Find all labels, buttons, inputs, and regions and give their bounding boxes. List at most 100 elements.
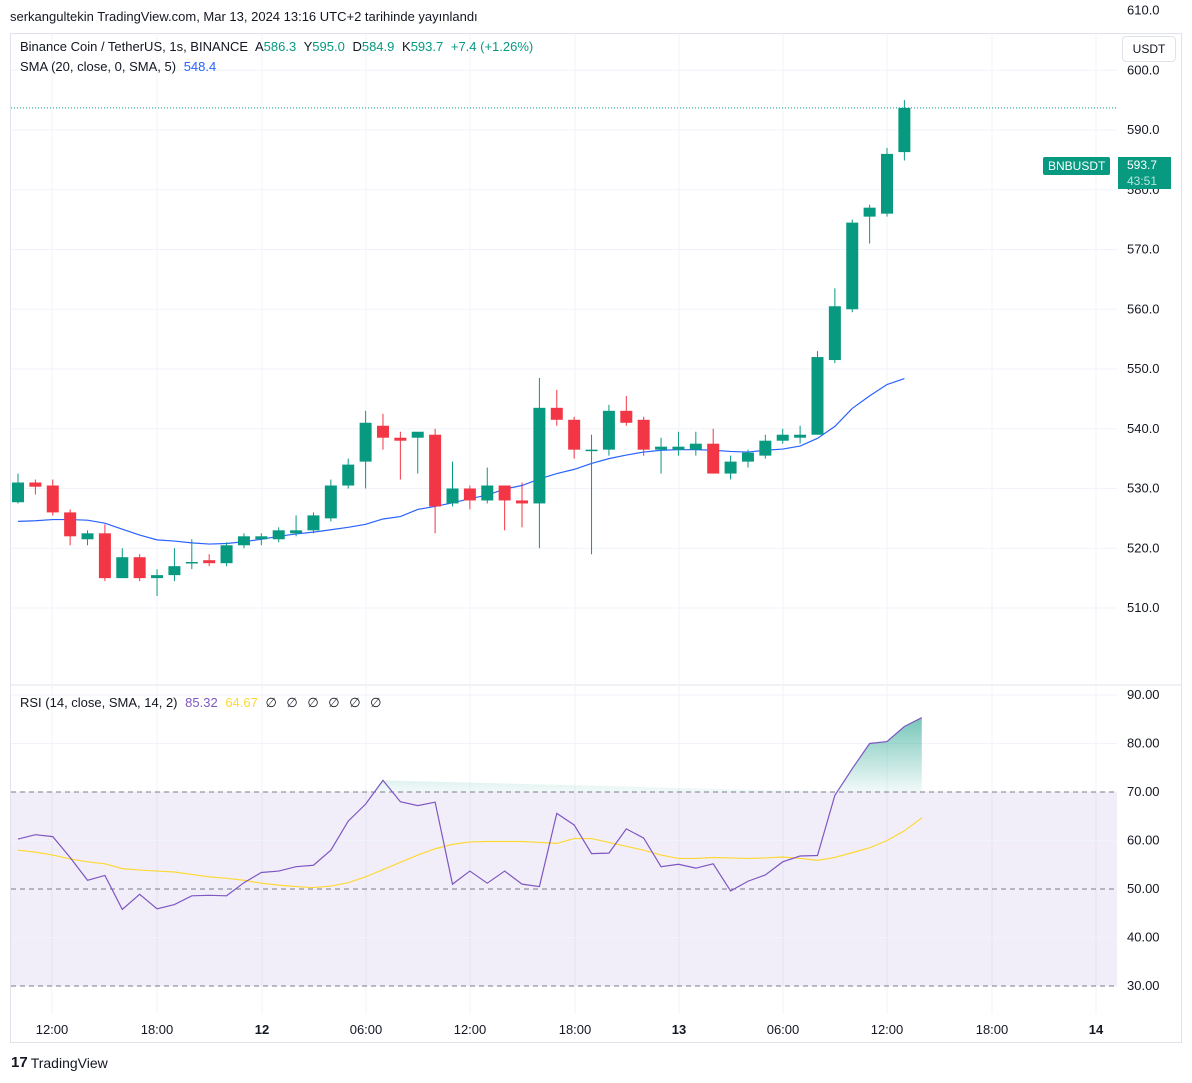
candle [359, 410, 372, 489]
candle [133, 554, 146, 582]
candle [881, 147, 893, 217]
candle-body [741, 452, 754, 462]
candle-body [394, 437, 407, 441]
x-tick-label: 13 [672, 1022, 686, 1037]
candle [203, 554, 216, 567]
candle [828, 288, 841, 364]
candle-body [324, 485, 337, 519]
rsi-tick-label: 30.00 [1127, 978, 1160, 993]
candle [220, 542, 233, 567]
sma-legend: SMA (20, close, 0, SMA, 5) 548.4 [20, 59, 220, 74]
candle [29, 479, 42, 495]
candle [585, 434, 598, 555]
x-tick-label: 12:00 [36, 1022, 69, 1037]
candle-body [359, 422, 372, 462]
currency-button[interactable]: USDT [1122, 36, 1176, 62]
x-tick-label: 12:00 [454, 1022, 487, 1037]
brand-name: TradingView [30, 1054, 108, 1071]
candle-body [707, 443, 720, 474]
candle-body [846, 222, 859, 310]
price-tick-label: 590.0 [1127, 122, 1160, 137]
tradingview-logo-icon: 17 [11, 1054, 28, 1071]
candle-body [290, 530, 303, 534]
candle-body [81, 533, 94, 540]
price-tick-label: 610.0 [1127, 3, 1160, 18]
candle-body [828, 306, 841, 361]
candle-body [516, 500, 529, 504]
candle [342, 458, 355, 489]
candle [550, 389, 563, 426]
candle [46, 479, 59, 516]
candle [533, 377, 546, 549]
symbol-title[interactable]: Binance Coin / TetherUS, 1s, BINANCE [20, 39, 249, 54]
candle-body [272, 530, 285, 540]
candle-body [64, 512, 77, 537]
price-tick-label: 600.0 [1127, 62, 1160, 77]
close-value: 593.7 [410, 39, 444, 54]
x-tick-label: 18:00 [141, 1022, 174, 1037]
candle-body [255, 536, 268, 540]
candle-body [620, 410, 633, 423]
candle-body [689, 443, 702, 450]
candle-body [672, 446, 685, 450]
candle [724, 455, 737, 480]
sma-value: 548.4 [183, 59, 217, 74]
candle [116, 548, 129, 579]
candle-body [585, 449, 598, 452]
candle-body [498, 485, 511, 501]
rsi-tick-label: 80.00 [1127, 736, 1160, 751]
price-tick-label: 570.0 [1127, 242, 1160, 257]
candle-body [168, 566, 181, 576]
change-value: +7.4 (+1.26%) [450, 39, 534, 54]
open-label: A [255, 39, 264, 54]
price-tick-label: 510.0 [1127, 600, 1160, 615]
open-value: 586.3 [263, 39, 297, 54]
rsi-overbought-fill [374, 717, 922, 792]
candle-body [863, 207, 876, 217]
candle [602, 404, 615, 456]
price-legend: Binance Coin / TetherUS, 1s, BINANCE A58… [20, 39, 537, 54]
candle [620, 395, 633, 426]
candle [759, 434, 772, 459]
rsi-label[interactable]: RSI (14, close, SMA, 14, 2) [20, 695, 178, 710]
candle-body [98, 533, 111, 579]
price-tick-label: 530.0 [1127, 481, 1160, 496]
candle-body [794, 434, 807, 438]
candle [481, 467, 494, 504]
candle-body [237, 536, 250, 546]
candle [151, 569, 164, 597]
candle [81, 530, 94, 546]
candle [12, 473, 24, 504]
x-tick-label: 12:00 [871, 1022, 904, 1037]
x-tick-label: 06:00 [350, 1022, 383, 1037]
sma-label[interactable]: SMA (20, close, 0, SMA, 5) [20, 59, 177, 74]
candle [794, 425, 807, 444]
high-label: Y [303, 39, 313, 54]
candle-body [568, 419, 581, 450]
rsi-legend: RSI (14, close, SMA, 14, 2) 85.32 64.67 … [20, 695, 385, 711]
candle-body [724, 461, 737, 474]
rsi-tick-label: 40.00 [1127, 930, 1160, 945]
candle [863, 204, 876, 244]
candle-body [29, 482, 42, 487]
candle [324, 479, 337, 522]
rsi-tick-label: 50.00 [1127, 881, 1160, 896]
candle [568, 416, 581, 459]
candle [498, 485, 511, 531]
footer-brand[interactable]: 17 TradingView [11, 1054, 108, 1071]
x-tick-label: 14 [1089, 1022, 1104, 1037]
candle [64, 509, 77, 546]
candle-body [481, 485, 494, 501]
rsi-value: 85.32 [185, 695, 218, 710]
na-marks: ∅ ∅ ∅ ∅ ∅ ∅ [265, 695, 385, 710]
candle-body [881, 153, 893, 214]
x-tick-label: 06:00 [767, 1022, 800, 1037]
candle [672, 431, 685, 456]
x-tick-label: 18:00 [976, 1022, 1009, 1037]
rsi-ma-value: 64.67 [225, 695, 258, 710]
candle-body [12, 482, 24, 503]
candle-body [116, 557, 129, 579]
chart-frame [10, 33, 1182, 1043]
candle [411, 431, 424, 474]
